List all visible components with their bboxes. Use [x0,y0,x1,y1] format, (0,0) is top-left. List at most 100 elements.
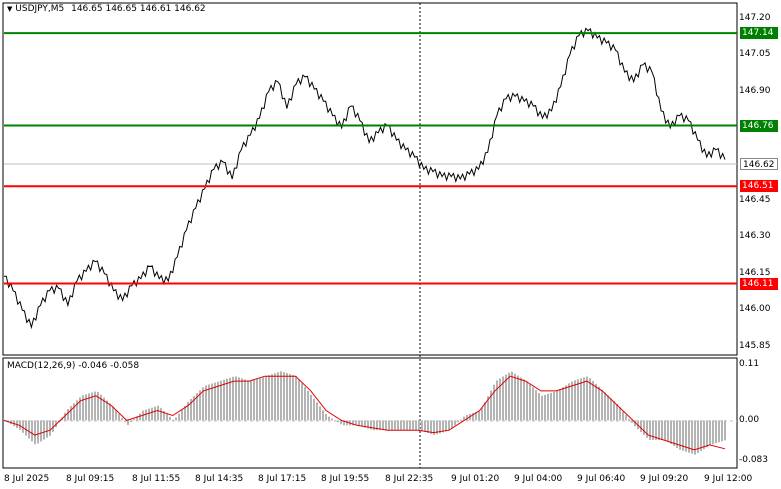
price-tick: 146.45 [739,194,771,205]
macd-bar [121,417,123,421]
macd-bar [460,419,462,421]
macd-bar [100,394,102,421]
macd-bar [532,387,534,421]
macd-bar [685,420,687,452]
macd-bar [547,393,549,421]
macd-bar [370,420,372,430]
macd-bar [538,393,540,421]
macd-bar [475,412,477,421]
macd-bar [196,393,198,421]
macd-bar [649,420,651,440]
macd-bar [589,378,591,421]
macd-bar [265,376,267,421]
macd-bar [244,379,246,421]
macd-panel-frame [2,357,738,469]
macd-bar [208,384,210,421]
macd-bar [421,420,423,432]
macd-bar [679,420,681,450]
macd-bar [718,420,720,443]
macd-bar [667,420,669,443]
macd-bar [505,374,507,421]
macd-bar [103,397,105,421]
macd-bar [178,413,180,421]
macd-bar [112,406,114,421]
macd-bar [235,376,237,421]
macd-bar [127,420,129,426]
macd-bar [163,411,165,421]
macd-bar [322,410,324,421]
macd-bar [541,395,543,421]
macd-bar [367,420,369,429]
macd-bar [391,420,393,431]
macd-bar [385,420,387,431]
macd-bar [490,390,492,421]
time-tick: 8 Jul 22:35 [385,474,434,484]
macd-bar [301,383,303,421]
macd-bar [79,397,81,421]
time-tick: 8 Jul 17:15 [258,474,307,484]
macd-bar [562,387,564,421]
macd-bar [160,408,162,421]
macd-bar [508,372,510,421]
price-tick: 146.00 [739,304,771,315]
macd-bar [724,420,726,441]
macd-bar [583,377,585,421]
macd-bar [478,411,480,421]
macd-bar [676,420,678,448]
macd-tick-high: 0.11 [739,359,760,369]
price-tick: 147.20 [739,12,771,23]
macd-bar [511,371,513,421]
macd-bar [502,376,504,421]
macd-bar [292,375,294,421]
macd-bar [712,420,714,445]
macd-bar [205,385,207,421]
macd-bar [331,418,333,421]
macd-bar [358,420,360,426]
signal-line [3,375,726,451]
level-label: 147.14 [740,27,778,40]
macd-bar [184,405,186,421]
time-tick: 9 Jul 04:00 [514,474,563,484]
macd-bar [325,413,327,421]
macd-bar [337,420,339,423]
macd-bar [295,376,297,421]
macd-bar [568,383,570,421]
macd-bar [412,420,414,431]
macd-bar [604,392,606,421]
macd-bar [223,379,225,421]
macd-bar [631,420,633,423]
macd-bar [175,417,177,421]
macd-bar [466,414,468,421]
macd-bar [304,387,306,421]
macd-bar [202,387,204,421]
macd-bar [406,420,408,431]
macd-bar [190,398,192,421]
price-tick: 145.85 [739,340,771,351]
macd-bar [298,379,300,421]
macd-bar [454,420,456,426]
macd-bar [106,400,108,421]
macd-bar [514,373,516,421]
macd-bar [82,395,84,421]
macd-bar [574,380,576,421]
macd-bar [709,420,711,446]
symbol-label: USDJPY,M5 [15,4,65,14]
macd-bar [694,420,696,455]
macd-bar [250,380,252,421]
macd-bar [625,415,627,421]
macd-bar [373,420,375,431]
dropdown-triangle-icon[interactable]: ▼ [7,5,13,13]
macd-bar [220,380,222,421]
macd-bar [496,380,498,421]
macd-bar [634,420,636,427]
support-resistance-levels [4,32,737,285]
macd-bar [556,390,558,421]
macd-bar [433,420,435,435]
macd-bar [241,378,243,421]
current-price-label: 146.62 [740,158,778,170]
time-tick: 9 Jul 09:20 [640,474,689,484]
macd-bar [145,409,147,421]
macd-bar [613,401,615,421]
macd-bar [451,420,453,429]
